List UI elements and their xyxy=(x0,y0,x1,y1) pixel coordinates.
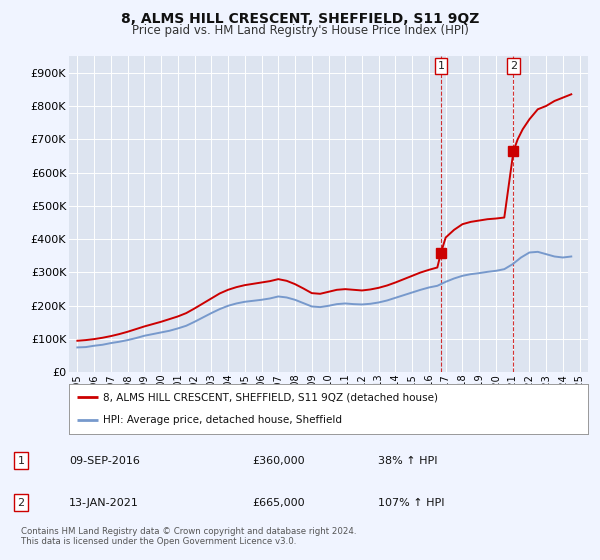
Text: 107% ↑ HPI: 107% ↑ HPI xyxy=(378,498,445,507)
Text: 8, ALMS HILL CRESCENT, SHEFFIELD, S11 9QZ (detached house): 8, ALMS HILL CRESCENT, SHEFFIELD, S11 9Q… xyxy=(103,392,438,402)
Text: 1: 1 xyxy=(17,456,25,465)
Text: 2: 2 xyxy=(510,60,517,71)
Text: 13-JAN-2021: 13-JAN-2021 xyxy=(69,498,139,507)
Text: Contains HM Land Registry data © Crown copyright and database right 2024.
This d: Contains HM Land Registry data © Crown c… xyxy=(21,526,356,546)
Text: £360,000: £360,000 xyxy=(252,456,305,465)
Text: £665,000: £665,000 xyxy=(252,498,305,507)
Text: Price paid vs. HM Land Registry's House Price Index (HPI): Price paid vs. HM Land Registry's House … xyxy=(131,24,469,36)
Text: 1: 1 xyxy=(437,60,445,71)
Text: 38% ↑ HPI: 38% ↑ HPI xyxy=(378,456,437,465)
Text: 2: 2 xyxy=(17,498,25,507)
Text: HPI: Average price, detached house, Sheffield: HPI: Average price, detached house, Shef… xyxy=(103,416,342,426)
Text: 8, ALMS HILL CRESCENT, SHEFFIELD, S11 9QZ: 8, ALMS HILL CRESCENT, SHEFFIELD, S11 9Q… xyxy=(121,12,479,26)
Text: 09-SEP-2016: 09-SEP-2016 xyxy=(69,456,140,465)
